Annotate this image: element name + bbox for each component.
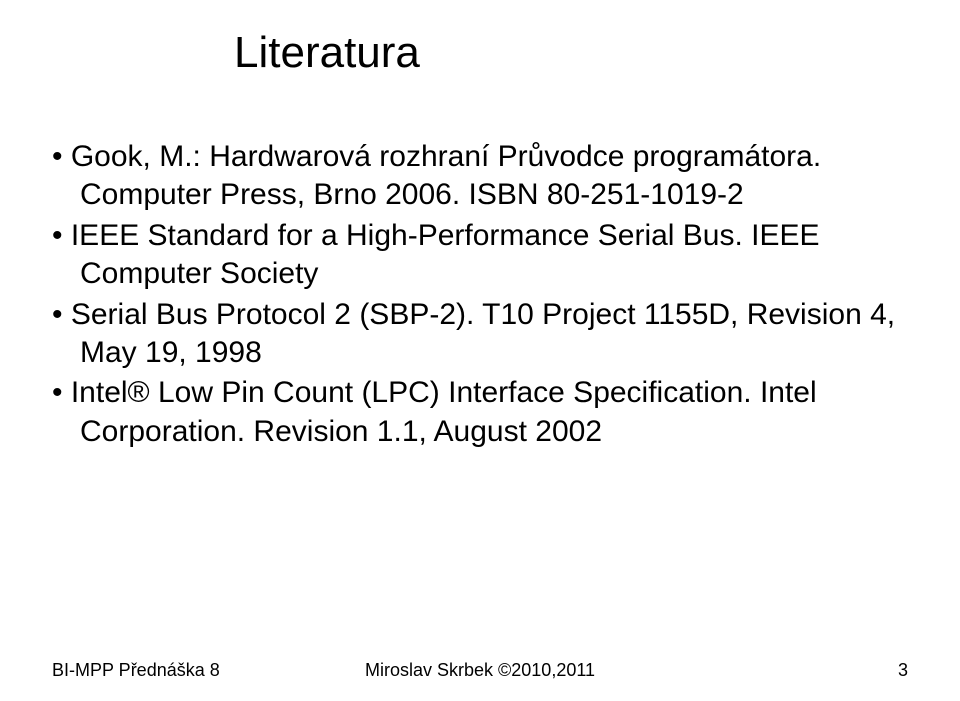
footer-page-number: 3 [898, 660, 908, 681]
bullet-item: Serial Bus Protocol 2 (SBP-2). T10 Proje… [52, 296, 908, 373]
bullet-item: IEEE Standard for a High-Performance Ser… [52, 217, 908, 294]
bullet-item: Gook, M.: Hardwarová rozhraní Průvodce p… [52, 138, 908, 215]
page-title: Literatura [234, 28, 908, 78]
bullet-item: Intel® Low Pin Count (LPC) Interface Spe… [52, 374, 908, 451]
footer: BI-MPP Přednáška 8 Miroslav Skrbek ©2010… [52, 660, 908, 681]
footer-center: Miroslav Skrbek ©2010,2011 [365, 660, 595, 681]
bullet-list: Gook, M.: Hardwarová rozhraní Průvodce p… [52, 138, 908, 451]
footer-left: BI-MPP Přednáška 8 [52, 660, 220, 681]
